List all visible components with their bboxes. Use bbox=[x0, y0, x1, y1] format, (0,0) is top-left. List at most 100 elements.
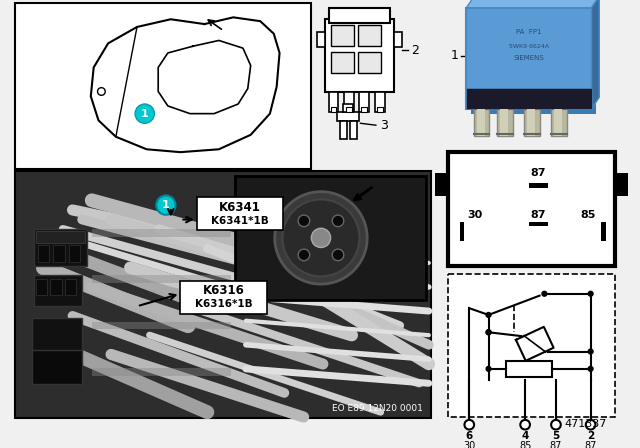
Bar bbox=[360, 92, 369, 112]
Bar bbox=[15, 3, 311, 168]
Bar bbox=[15, 172, 431, 418]
Bar bbox=[36, 231, 85, 243]
Bar bbox=[460, 221, 465, 241]
Text: 6: 6 bbox=[466, 431, 473, 441]
Circle shape bbox=[586, 420, 595, 430]
Bar bbox=[36, 279, 47, 295]
Text: 5: 5 bbox=[552, 431, 559, 441]
Circle shape bbox=[282, 199, 360, 276]
Text: 87: 87 bbox=[531, 210, 547, 220]
Bar bbox=[196, 198, 284, 230]
Bar bbox=[92, 368, 232, 375]
Bar bbox=[325, 19, 394, 92]
Bar bbox=[551, 109, 566, 136]
Bar bbox=[92, 229, 232, 237]
Bar bbox=[180, 281, 267, 314]
Bar bbox=[344, 92, 354, 112]
Text: 1: 1 bbox=[451, 49, 459, 62]
Bar bbox=[497, 109, 513, 136]
Text: 87: 87 bbox=[550, 441, 562, 448]
Text: 30: 30 bbox=[463, 441, 476, 448]
Bar bbox=[601, 221, 606, 241]
Circle shape bbox=[332, 249, 344, 261]
Bar bbox=[500, 109, 508, 136]
Text: 1: 1 bbox=[141, 109, 148, 119]
Circle shape bbox=[135, 104, 154, 123]
Bar bbox=[362, 107, 367, 112]
Text: K6341: K6341 bbox=[219, 201, 261, 214]
Bar bbox=[467, 88, 591, 109]
Bar bbox=[32, 318, 82, 353]
Text: 3: 3 bbox=[380, 119, 387, 132]
Bar bbox=[38, 245, 49, 262]
Bar bbox=[477, 109, 484, 136]
Text: PA  FP1: PA FP1 bbox=[516, 29, 541, 35]
Bar bbox=[92, 276, 232, 283]
Bar bbox=[65, 279, 76, 295]
Circle shape bbox=[298, 249, 310, 261]
Bar bbox=[340, 121, 347, 139]
Bar bbox=[331, 107, 337, 112]
Circle shape bbox=[156, 195, 175, 215]
Circle shape bbox=[486, 330, 491, 335]
Bar bbox=[358, 52, 381, 73]
Text: 471337: 471337 bbox=[564, 419, 607, 429]
Bar bbox=[471, 13, 596, 114]
Bar bbox=[34, 276, 82, 306]
Bar bbox=[358, 25, 381, 46]
Bar bbox=[317, 32, 325, 47]
Circle shape bbox=[542, 291, 547, 296]
Text: 1: 1 bbox=[162, 200, 170, 210]
Text: 2: 2 bbox=[587, 431, 595, 441]
Bar bbox=[331, 25, 354, 46]
Circle shape bbox=[298, 215, 310, 227]
Polygon shape bbox=[591, 0, 599, 109]
Text: 4: 4 bbox=[522, 431, 529, 441]
Text: 85: 85 bbox=[519, 441, 531, 448]
Text: 5WK9 6624A: 5WK9 6624A bbox=[509, 44, 549, 49]
Bar bbox=[377, 107, 383, 112]
Bar bbox=[435, 173, 448, 197]
Circle shape bbox=[486, 330, 491, 335]
Text: K6316: K6316 bbox=[203, 284, 244, 297]
Bar bbox=[236, 176, 426, 300]
Text: EO E89 12N20 0001: EO E89 12N20 0001 bbox=[332, 404, 423, 413]
Bar bbox=[614, 173, 628, 197]
Bar bbox=[554, 109, 562, 136]
Bar bbox=[448, 275, 614, 417]
Circle shape bbox=[275, 192, 367, 284]
Bar bbox=[32, 349, 82, 384]
Bar bbox=[529, 183, 548, 188]
Bar bbox=[51, 279, 62, 295]
Circle shape bbox=[486, 366, 491, 371]
Bar bbox=[34, 229, 87, 266]
Circle shape bbox=[520, 420, 530, 430]
Bar bbox=[68, 245, 80, 262]
Bar bbox=[375, 92, 385, 112]
Polygon shape bbox=[467, 0, 599, 8]
Bar bbox=[524, 109, 540, 136]
Bar bbox=[346, 107, 352, 112]
Bar bbox=[448, 152, 614, 266]
Bar bbox=[337, 112, 358, 121]
Text: 30: 30 bbox=[467, 210, 483, 220]
Bar bbox=[529, 221, 548, 226]
Text: SIEMENS: SIEMENS bbox=[514, 55, 545, 61]
Bar bbox=[394, 32, 402, 47]
Bar bbox=[331, 52, 354, 73]
Circle shape bbox=[332, 215, 344, 227]
Text: 87: 87 bbox=[584, 441, 597, 448]
Bar bbox=[92, 322, 232, 329]
Bar bbox=[506, 361, 552, 377]
Bar bbox=[350, 121, 356, 139]
Circle shape bbox=[486, 313, 491, 317]
Text: 87: 87 bbox=[531, 168, 547, 178]
Bar bbox=[329, 92, 339, 112]
Bar bbox=[329, 8, 390, 23]
Bar bbox=[53, 245, 65, 262]
Text: K6341*1B: K6341*1B bbox=[211, 215, 269, 225]
Circle shape bbox=[588, 291, 593, 296]
Text: 85: 85 bbox=[580, 210, 595, 220]
Text: 2: 2 bbox=[412, 43, 419, 56]
Bar bbox=[467, 8, 591, 109]
